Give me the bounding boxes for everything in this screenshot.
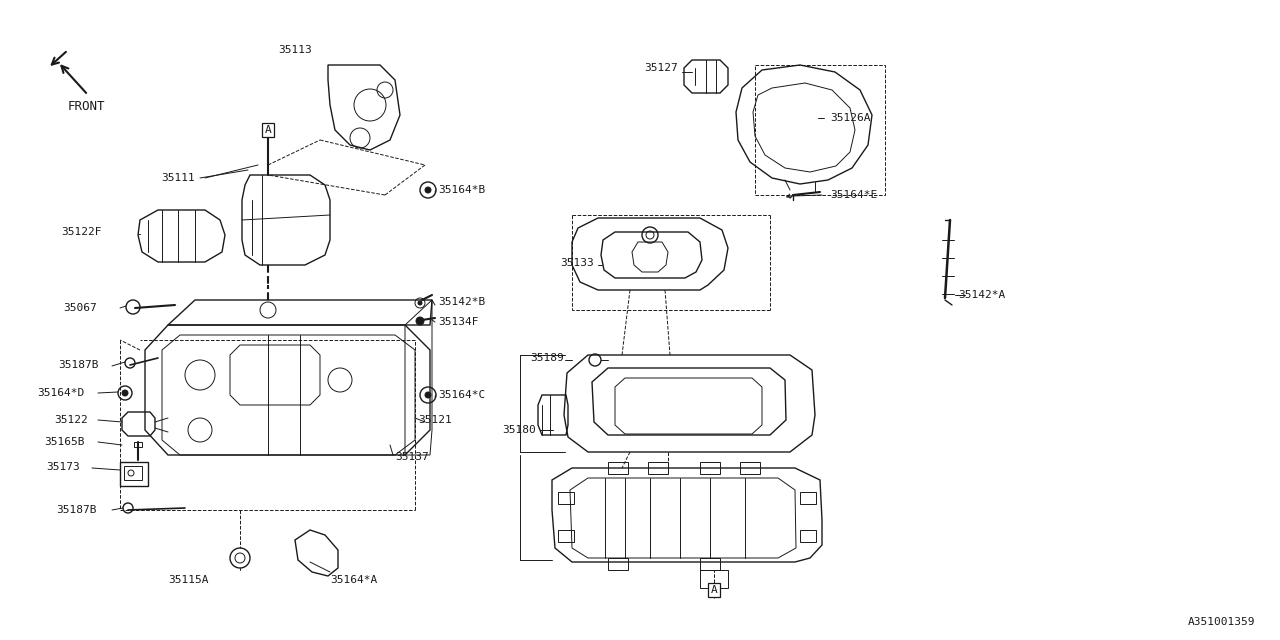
Text: 35187B: 35187B — [56, 505, 97, 515]
Bar — [558, 530, 573, 542]
Bar — [700, 462, 721, 474]
Text: A: A — [710, 585, 717, 595]
Circle shape — [425, 392, 431, 398]
Text: 35121: 35121 — [419, 415, 452, 425]
Bar — [755, 65, 884, 195]
Text: 35127: 35127 — [644, 63, 678, 73]
Bar — [124, 466, 142, 480]
Text: 35164*A: 35164*A — [330, 575, 378, 585]
Circle shape — [122, 390, 128, 396]
Text: 35180: 35180 — [502, 425, 536, 435]
Bar — [608, 462, 628, 474]
Text: FRONT: FRONT — [68, 100, 105, 113]
Bar — [134, 442, 142, 447]
Text: 35187B: 35187B — [59, 360, 99, 370]
Text: 35134F: 35134F — [438, 317, 479, 327]
Circle shape — [416, 317, 424, 325]
Text: 35122: 35122 — [54, 415, 88, 425]
Text: A351001359: A351001359 — [1188, 617, 1254, 627]
Circle shape — [125, 300, 140, 314]
Bar — [800, 530, 817, 542]
Bar — [800, 492, 817, 504]
Text: 35137: 35137 — [396, 452, 429, 462]
Text: 35126A: 35126A — [829, 113, 870, 123]
Text: 35142*B: 35142*B — [438, 297, 485, 307]
Text: 35115A: 35115A — [168, 575, 209, 585]
Text: 35067: 35067 — [63, 303, 97, 313]
Bar — [120, 462, 148, 486]
Text: 35142*A: 35142*A — [957, 290, 1005, 300]
Bar — [648, 462, 668, 474]
Text: 35164*C: 35164*C — [438, 390, 485, 400]
Bar — [740, 462, 760, 474]
Text: 35173: 35173 — [46, 462, 81, 472]
Text: 35165B: 35165B — [45, 437, 84, 447]
Text: 35164*B: 35164*B — [438, 185, 485, 195]
Circle shape — [425, 187, 431, 193]
Text: 35113: 35113 — [278, 45, 312, 55]
Bar — [608, 558, 628, 570]
Text: 35133: 35133 — [561, 258, 594, 268]
Text: A: A — [265, 125, 271, 135]
Circle shape — [419, 301, 422, 305]
Bar — [700, 570, 728, 588]
Bar — [700, 558, 721, 570]
Text: 35189: 35189 — [530, 353, 564, 363]
Text: 35164*D: 35164*D — [37, 388, 84, 398]
Text: 35111: 35111 — [161, 173, 195, 183]
Text: 35164*E: 35164*E — [829, 190, 877, 200]
Bar — [558, 492, 573, 504]
Text: 35122F: 35122F — [61, 227, 102, 237]
